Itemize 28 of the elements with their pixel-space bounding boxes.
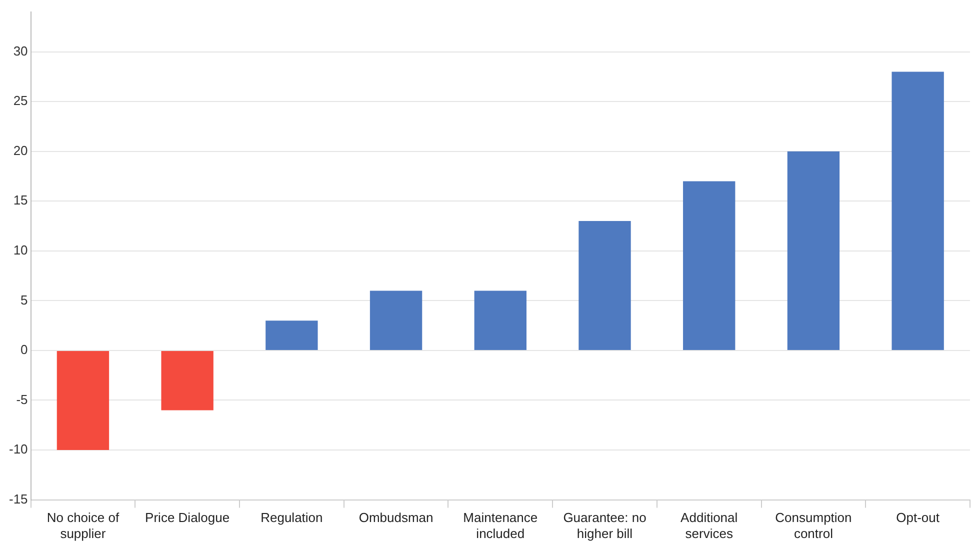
x-tick-label: Ombudsman [358, 510, 434, 526]
y-tick-label: 25 [13, 93, 28, 108]
bar [892, 72, 944, 350]
y-tick-label: 30 [13, 43, 28, 58]
bar [370, 290, 422, 350]
x-tick-label: Opt-out [896, 510, 940, 526]
y-tick-label: 15 [13, 192, 28, 208]
bar [683, 181, 736, 350]
y-tick-label: -15 [8, 491, 28, 506]
bar [474, 290, 526, 350]
y-tick-label: 5 [20, 292, 28, 308]
y-tick-label: -5 [16, 392, 28, 407]
x-tick-label: Maintenance included [463, 510, 538, 541]
bar [578, 221, 631, 350]
x-tick-label: No choice of supplier [46, 510, 120, 541]
bar [56, 350, 110, 450]
x-tick-label: Price Dialogue [145, 510, 230, 526]
bar [787, 151, 840, 350]
x-tick-label: Guarantee: no higher bill [563, 510, 646, 541]
x-tick-label: Regulation [260, 510, 323, 526]
y-tick-label: 0 [20, 342, 28, 358]
x-tick-label: Additional services [680, 510, 738, 541]
x-tick-label: Consumption control [775, 510, 852, 541]
y-tick-label: -10 [8, 442, 28, 457]
bar [266, 320, 318, 350]
y-tick-label: 10 [13, 242, 28, 258]
bar [161, 350, 214, 410]
y-tick-label: 20 [13, 142, 28, 158]
